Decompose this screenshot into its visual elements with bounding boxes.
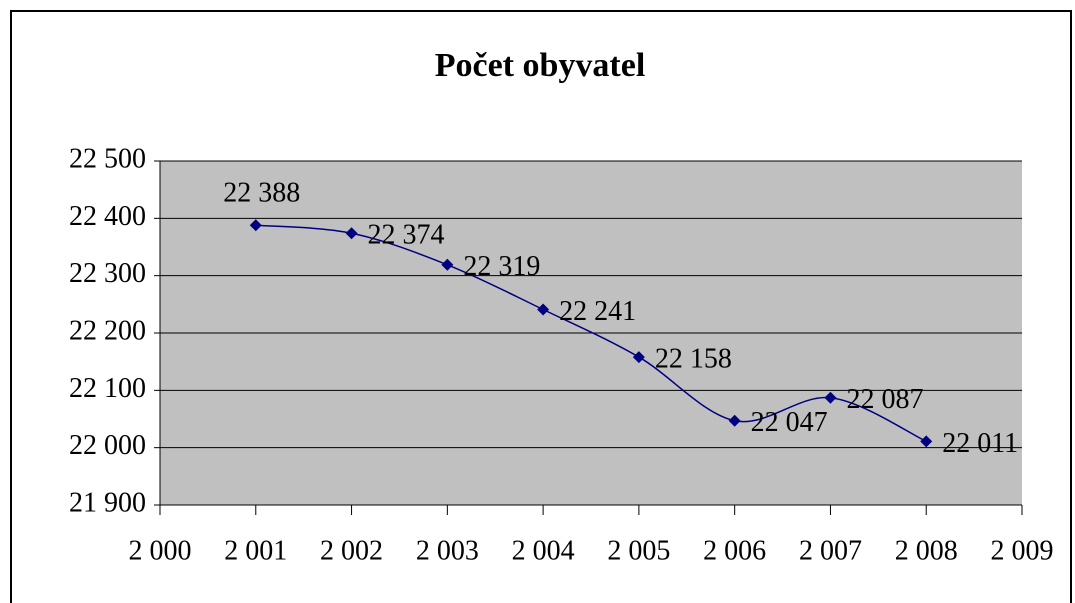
data-label: 22 319: [463, 251, 540, 282]
x-tick-label: 2 002: [320, 535, 383, 566]
x-tick-label: 2 001: [224, 535, 287, 566]
data-label: 22 087: [846, 384, 923, 415]
x-tick-label: 2 005: [607, 535, 670, 566]
marker: [728, 414, 741, 427]
x-tick-label: 2 008: [895, 535, 958, 566]
x-tick-label: 2 006: [703, 535, 766, 566]
y-tick-label: 22 300: [69, 258, 146, 289]
x-tick-label: 2 007: [799, 535, 862, 566]
x-tick-label: 2 004: [512, 535, 575, 566]
marker: [632, 351, 645, 364]
line: [255, 224, 927, 443]
marker: [920, 435, 933, 448]
chart-title: Počet obyvatel: [435, 47, 646, 84]
y-tick-label: 22 500: [69, 143, 146, 174]
marker: [537, 303, 550, 316]
marker: [249, 219, 262, 232]
data-label: 22 011: [942, 428, 1018, 459]
data-label: 22 047: [751, 407, 828, 438]
marker: [441, 258, 454, 271]
data-label: 22 374: [368, 220, 445, 251]
data-label: 22 388: [223, 178, 300, 209]
x-tick-label: 2 000: [129, 535, 192, 566]
y-tick-label: 22 400: [69, 201, 146, 232]
y-tick-label: 22 000: [69, 430, 146, 461]
y-tick-label: 21 900: [69, 487, 146, 518]
marker: [345, 227, 358, 240]
y-tick-label: 22 200: [69, 315, 146, 346]
y-tick-label: 22 100: [69, 373, 146, 404]
x-tick-label: 2 003: [416, 535, 479, 566]
data-label: 22 241: [559, 296, 636, 327]
x-tick-label: 2 009: [991, 535, 1054, 566]
marker: [824, 391, 837, 404]
data-label: 22 158: [655, 344, 732, 375]
